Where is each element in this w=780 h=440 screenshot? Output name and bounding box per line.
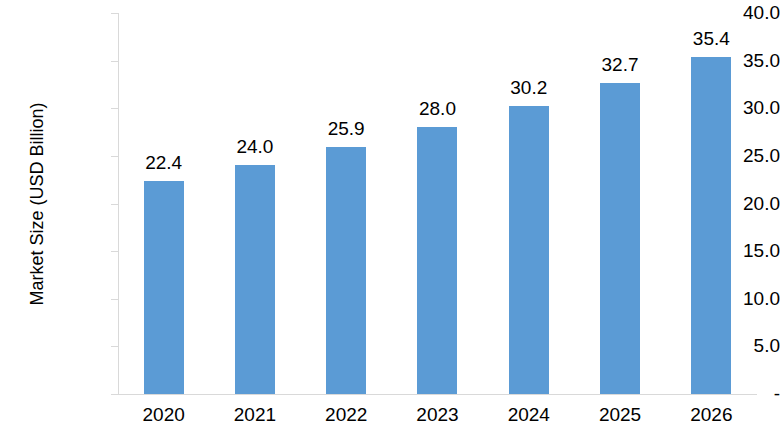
bar-chart: Market Size (USD Billion) 40.035.030.025… bbox=[0, 0, 780, 440]
y-tick-mark bbox=[111, 299, 118, 300]
bar-slot: 30.2 bbox=[483, 13, 574, 394]
bar-slot: 25.9 bbox=[301, 13, 392, 394]
y-tick-mark bbox=[111, 394, 118, 395]
x-tick-label: 2022 bbox=[301, 403, 392, 427]
bar-slot: 35.4 bbox=[666, 13, 757, 394]
y-tick-mark bbox=[111, 61, 118, 62]
bar-2024 bbox=[509, 106, 549, 394]
bar-value-label: 35.4 bbox=[666, 28, 757, 50]
bar-2022 bbox=[326, 147, 366, 394]
x-axis: 2020202120222023202420252026 bbox=[118, 403, 757, 427]
x-tick-label: 2023 bbox=[392, 403, 483, 427]
x-tick-label: 2026 bbox=[666, 403, 757, 427]
bar-slot: 32.7 bbox=[574, 13, 665, 394]
bar-value-label: 24.0 bbox=[209, 136, 300, 158]
y-tick-mark bbox=[111, 108, 118, 109]
bar-value-label: 30.2 bbox=[483, 77, 574, 99]
y-tick-mark bbox=[111, 13, 118, 14]
y-tick-mark bbox=[111, 251, 118, 252]
bar-2026 bbox=[691, 57, 731, 394]
x-tick-label: 2021 bbox=[209, 403, 300, 427]
bar-value-label: 22.4 bbox=[118, 152, 209, 174]
y-tick-mark bbox=[111, 346, 118, 347]
x-tick-label: 2025 bbox=[574, 403, 665, 427]
plot-area: 22.424.025.928.030.232.735.4 bbox=[118, 13, 757, 394]
x-tick-label: 2024 bbox=[483, 403, 574, 427]
y-axis-title: Market Size (USD Billion) bbox=[27, 102, 48, 305]
bar-2021 bbox=[235, 165, 275, 394]
bar-2020 bbox=[144, 181, 184, 394]
y-tick-mark bbox=[111, 204, 118, 205]
x-axis-line bbox=[118, 394, 757, 395]
bar-2025 bbox=[600, 83, 640, 394]
bar-slot: 22.4 bbox=[118, 13, 209, 394]
bar-value-label: 25.9 bbox=[301, 118, 392, 140]
bar-2023 bbox=[417, 127, 457, 394]
bar-slot: 24.0 bbox=[209, 13, 300, 394]
y-tick-mark bbox=[111, 156, 118, 157]
bar-value-label: 28.0 bbox=[392, 98, 483, 120]
x-tick-label: 2020 bbox=[118, 403, 209, 427]
bar-slot: 28.0 bbox=[392, 13, 483, 394]
bar-value-label: 32.7 bbox=[574, 54, 665, 76]
